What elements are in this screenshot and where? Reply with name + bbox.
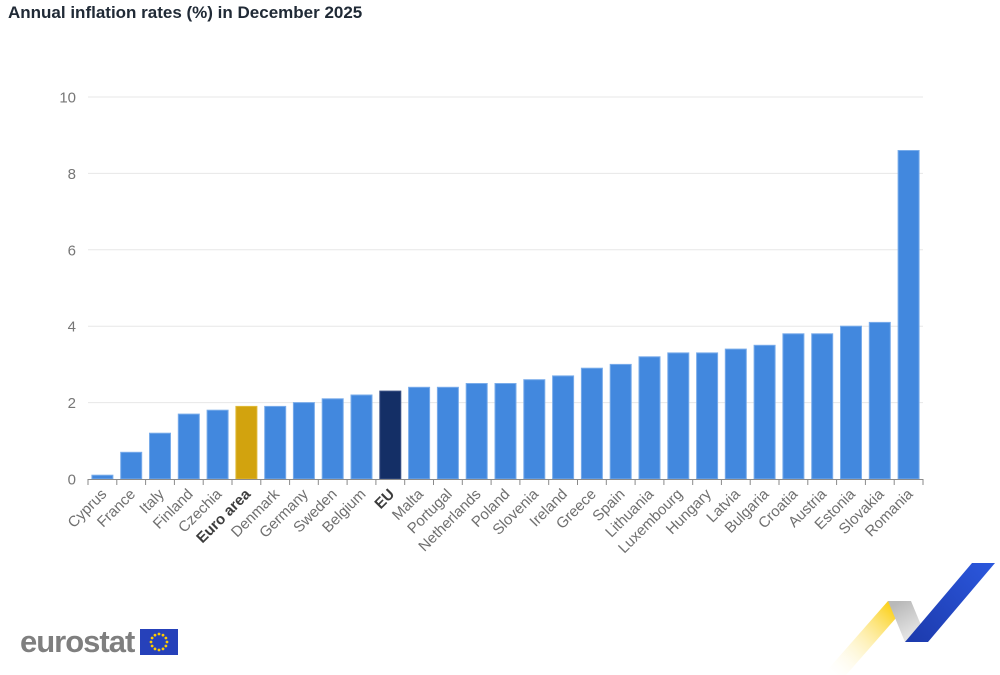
bar-cyprus[interactable] xyxy=(91,474,114,480)
bar-netherlands[interactable] xyxy=(465,383,488,480)
bar-belgium[interactable] xyxy=(350,394,373,480)
eurostat-ribbon-logo xyxy=(823,563,995,675)
y-tick-label-4: 4 xyxy=(68,319,76,336)
bar-estonia[interactable] xyxy=(840,325,862,480)
bar-denmark[interactable] xyxy=(264,405,287,480)
bar-france[interactable] xyxy=(120,451,143,480)
bar-ireland[interactable] xyxy=(552,375,575,480)
bar-euro-area[interactable] xyxy=(235,405,258,480)
y-tick-label-10: 10 xyxy=(59,90,76,107)
bar-portugal[interactable] xyxy=(436,386,459,480)
bar-czechia[interactable] xyxy=(206,409,229,480)
ribbon-yellow-band xyxy=(823,601,911,675)
y-tick-label-0: 0 xyxy=(68,472,76,489)
bar-slovenia[interactable] xyxy=(523,379,546,480)
bar-romania[interactable] xyxy=(897,150,920,480)
bar-bulgaria[interactable] xyxy=(753,344,776,480)
bar-lithuania[interactable] xyxy=(638,356,661,480)
bar-slovakia[interactable] xyxy=(868,321,891,480)
bar-hungary[interactable] xyxy=(696,352,719,480)
y-tick-label-6: 6 xyxy=(68,242,76,259)
bar-poland[interactable] xyxy=(494,383,517,480)
ribbon-blue-band xyxy=(905,563,995,642)
eurostat-logo-text: eurostat xyxy=(20,624,135,659)
eu-flag-icon xyxy=(140,628,179,655)
chart-title: Annual inflation rates (%) in December 2… xyxy=(8,3,363,22)
bar-eu[interactable] xyxy=(379,390,402,480)
inflation-bar-chart: 0246810CyprusFranceItalyFinlandCzechiaEu… xyxy=(59,90,924,557)
y-tick-label-8: 8 xyxy=(68,166,76,183)
bar-italy[interactable] xyxy=(149,432,171,480)
bar-finland[interactable] xyxy=(177,413,200,480)
bar-luxembourg[interactable] xyxy=(667,352,690,480)
bar-austria[interactable] xyxy=(811,333,834,480)
y-tick-label-2: 2 xyxy=(68,395,76,412)
bar-croatia[interactable] xyxy=(782,333,805,480)
bar-germany[interactable] xyxy=(292,402,315,480)
bar-sweden[interactable] xyxy=(321,398,344,480)
bar-spain[interactable] xyxy=(609,363,632,480)
bar-greece[interactable] xyxy=(580,367,603,480)
bar-malta[interactable] xyxy=(408,386,431,480)
bar-latvia[interactable] xyxy=(724,348,747,480)
eurostat-logo[interactable]: eurostat xyxy=(20,624,179,659)
